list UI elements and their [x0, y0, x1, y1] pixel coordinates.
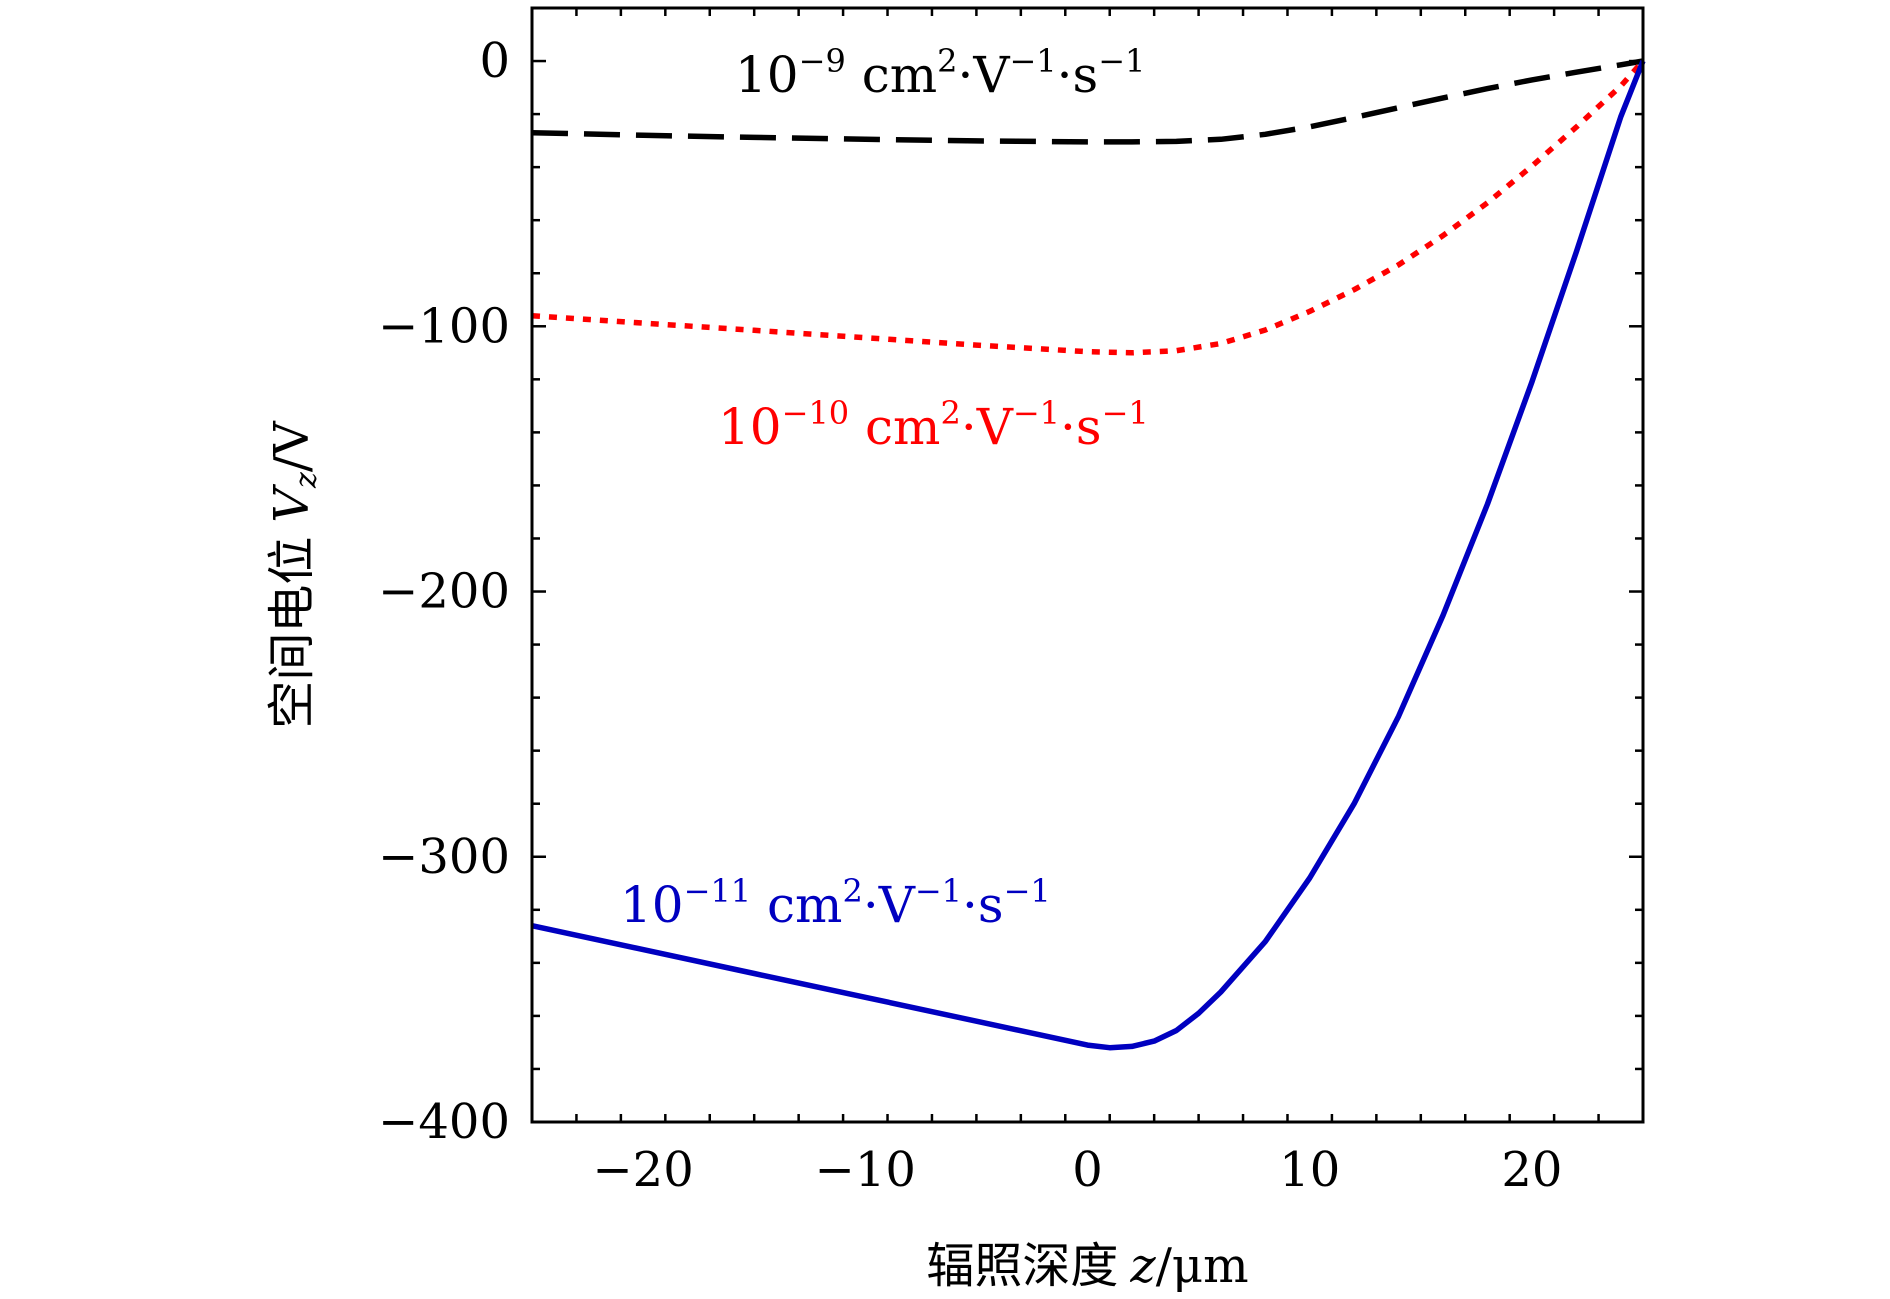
series-annotations: 10−9 cm2·V−1·s−110−10 cm2·V−1·s−110−11 c…	[620, 42, 1149, 934]
annotation-part: ·V	[863, 876, 916, 934]
x-tick-label: 0	[1072, 1142, 1103, 1198]
series-line-3	[531, 59, 1646, 1051]
x-axis-label-var: z	[1129, 1238, 1156, 1294]
annotation-part: −1	[915, 872, 962, 910]
annotation-part: ·V	[961, 398, 1014, 456]
annotation-part: 10	[718, 398, 782, 456]
plot-frame	[530, 6, 1645, 1124]
x-axis-label-unit: /μm	[1156, 1238, 1249, 1294]
plot-lines	[531, 58, 1646, 1051]
x-tick-label: −10	[815, 1142, 916, 1198]
y-tick-label: −400	[378, 1094, 510, 1150]
x-axis-label-cn: 辐照深度	[926, 1238, 1118, 1294]
annotation-part: −9	[799, 42, 846, 80]
annotation-part: ·s	[962, 876, 1004, 934]
x-axis-label: 辐照深度 z/μm	[926, 1238, 1248, 1294]
annotation-part: −1	[1098, 42, 1145, 80]
annotation-part: 2	[940, 394, 960, 432]
annotation-part: 10	[735, 46, 799, 104]
tick-labels: −20 −10 0 10 200−100−200−300−400	[378, 33, 1562, 1198]
annotation-part: cm	[849, 398, 940, 456]
x-tick-label: 10	[1279, 1142, 1340, 1198]
series-annotation-1: 10−9 cm2·V−1·s−1	[735, 42, 1145, 104]
annotation-part: ·s	[1060, 398, 1102, 456]
annotation-part: 2	[937, 42, 957, 80]
x-tick-label: −20	[592, 1142, 693, 1198]
series-annotation-3: 10−11 cm2·V−1·s−1	[620, 872, 1051, 934]
annotation-part: −1	[1004, 872, 1051, 910]
annotation-part: cm	[846, 46, 937, 104]
y-tick-label: −200	[378, 564, 510, 620]
series-line-2	[531, 59, 1646, 356]
annotation-part: cm	[751, 876, 842, 934]
annotation-part: ·s	[1057, 46, 1099, 104]
y-axis-label-unit: /V	[264, 420, 320, 472]
x-tick-label: 20	[1501, 1142, 1562, 1198]
series-annotation-2: 10−10 cm2·V−1·s−1	[718, 394, 1149, 456]
series-line-1	[531, 58, 1644, 145]
y-axis-label-sub: z	[289, 472, 324, 489]
y-axis-label-var: V	[264, 484, 320, 523]
y-axis-label: 空间电位 Vz/V	[264, 420, 324, 729]
annotation-part: 2	[842, 872, 862, 910]
annotation-part: −1	[1009, 42, 1056, 80]
annotation-part: 10	[620, 876, 684, 934]
y-axis-label-cn: 空间电位	[264, 537, 320, 729]
y-tick-label: −300	[378, 829, 510, 885]
annotation-part: −1	[1013, 394, 1060, 432]
y-tick-label: 0	[479, 33, 510, 89]
annotation-part: −10	[782, 394, 850, 432]
annotation-part: −1	[1102, 394, 1149, 432]
y-tick-label: −100	[378, 298, 510, 354]
annotation-part: −11	[684, 872, 752, 910]
annotation-part: ·V	[957, 46, 1010, 104]
